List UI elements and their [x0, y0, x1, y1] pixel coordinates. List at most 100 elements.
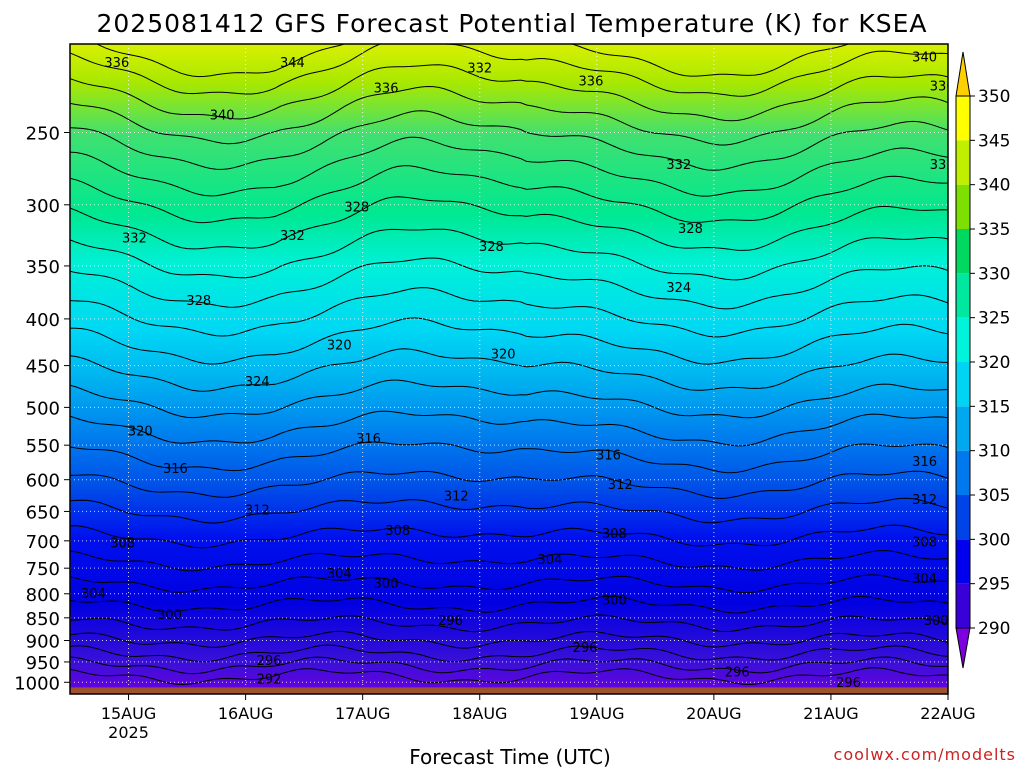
contour-line: [70, 257, 948, 310]
contour-label: 296: [725, 665, 750, 680]
contour-label: 332: [280, 229, 305, 244]
contour-line: [70, 287, 948, 338]
contour-label: 304: [81, 587, 106, 602]
colorbar-segment: [956, 184, 970, 229]
contour-label: 308: [385, 524, 410, 539]
contour-label: 292: [257, 672, 282, 687]
y-tick-label: 400: [26, 310, 60, 331]
contour-line: [70, 110, 948, 171]
y-tick-label: 650: [26, 502, 60, 523]
contour-line: [70, 441, 948, 474]
colorbar-tick-label: 330: [978, 264, 1010, 284]
colorbar-segment: [956, 539, 970, 584]
colorbar-segment: [956, 362, 970, 407]
contour-label: 332: [666, 158, 691, 173]
y-tick-label: 850: [26, 609, 60, 630]
colorbar-segment: [956, 583, 970, 628]
contour-label: 340: [912, 50, 937, 65]
y-tick-label: 500: [26, 398, 60, 419]
contour-line: [70, 595, 948, 614]
x-tick-label: 21AUG: [803, 704, 858, 723]
contour-label: 328: [479, 240, 504, 255]
x-tick-label: 18AUG: [452, 704, 507, 723]
x-tick-label: 17AUG: [335, 704, 390, 723]
contour-label: 328: [678, 222, 703, 237]
y-tick-label: 450: [26, 357, 60, 378]
colorbar-segment: [956, 406, 970, 451]
contour-label: 304: [327, 567, 352, 582]
contour-label: 324: [666, 281, 691, 296]
x-tick-label: 16AUG: [218, 704, 273, 723]
contour-line: [70, 44, 948, 97]
contour-label: 296: [257, 654, 282, 669]
y-tick-label: 900: [26, 631, 60, 652]
contour-label: 304: [912, 572, 937, 587]
contour-label: 320: [128, 425, 153, 440]
x-axis: 15AUG 16AUG 17AUG 18AUG 19AUG 20AUG 21AUG 22AUG: [101, 694, 976, 723]
colorbar-segment: [956, 140, 970, 185]
y-tick-label: 300: [26, 196, 60, 217]
y-tick-label: 600: [26, 471, 60, 492]
contour-label: 344: [280, 56, 305, 71]
contour-label: 336: [104, 56, 129, 71]
colorbar-segment: [956, 96, 970, 141]
colorbar-tick-label: 295: [978, 575, 1010, 595]
y-tick-label: 350: [26, 257, 60, 278]
x-tick-label: 22AUG: [920, 704, 975, 723]
colorbar-segment: [956, 317, 970, 362]
contour-line: [70, 630, 948, 649]
contour-label: 316: [163, 462, 188, 477]
contour-label: 328: [186, 294, 211, 309]
contour-line: [70, 196, 948, 251]
x-tick-label: 20AUG: [686, 704, 741, 723]
x-axis-label: Forecast Time (UTC): [409, 745, 611, 768]
contour-line: [70, 644, 948, 663]
contour-label: 304: [538, 553, 563, 568]
y-tick-label: 750: [26, 559, 60, 580]
contour-label: 340: [210, 109, 235, 124]
contour-label: 300: [924, 614, 949, 629]
contour-line: [70, 348, 948, 392]
ground-strip: [70, 687, 948, 694]
y-tick-label: 800: [26, 585, 60, 606]
contour-line: [70, 136, 948, 197]
contour-label: 332: [930, 158, 955, 173]
colorbar-tick-label: 305: [978, 486, 1010, 506]
colorbar-segment: [956, 229, 970, 274]
colorbar-segment: [956, 450, 970, 495]
contour-label: 300: [602, 594, 627, 609]
contour-line: [70, 614, 948, 633]
contour-label: 312: [608, 478, 633, 493]
contour-label: 316: [912, 455, 937, 470]
contour-label: 332: [122, 232, 147, 247]
site-credit: coolwx.com/modelts: [834, 745, 1016, 764]
colorbar: 290 295 300 305 310 315 320 325 330 335 340 345 350: [955, 51, 1010, 669]
x-tick-label: 15AUG: [101, 704, 156, 723]
colorbar-tick-label: 310: [978, 442, 1010, 462]
y-tick-label: 950: [26, 653, 60, 674]
contour-label: 320: [491, 347, 516, 362]
contour-label: 308: [602, 527, 627, 542]
contour-label: 296: [573, 641, 598, 656]
y-tick-label: 550: [26, 436, 60, 457]
contour-line: [70, 379, 948, 419]
colorbar-tick-label: 325: [978, 309, 1010, 329]
plot-frame: [69, 43, 949, 695]
contour-label: 312: [444, 489, 469, 504]
contour-line: [70, 64, 948, 122]
contour-label: 300: [374, 577, 399, 592]
colorbar-tick-label: 335: [978, 220, 1010, 240]
colorbar-min-extend: [955, 627, 971, 669]
contour-label: 312: [245, 503, 270, 518]
colorbar-tick-label: 300: [978, 530, 1010, 550]
contour-line: [70, 410, 948, 447]
colorbar-max-extend: [955, 51, 971, 97]
y-tick-label: 1000: [14, 673, 60, 694]
grid-lines: [70, 44, 948, 694]
contour-label: 312: [912, 493, 937, 508]
contour-label: 300: [157, 608, 182, 623]
colorbar-tick-label: 350: [978, 87, 1010, 107]
